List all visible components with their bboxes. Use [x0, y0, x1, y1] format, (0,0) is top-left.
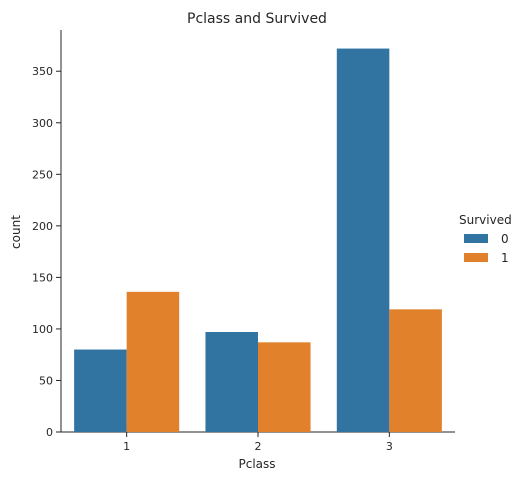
- bar-pclass-1-survived-0: [74, 349, 127, 432]
- legend-label-1: 1: [501, 251, 509, 265]
- bar-pclass-3-survived-0: [336, 48, 390, 433]
- x-axis: 1 2 3: [61, 431, 455, 453]
- x-axis-label: Pclass: [238, 457, 275, 471]
- y-tick-label: 200: [32, 220, 53, 233]
- bar-pclass-2-survived-1: [258, 342, 311, 432]
- bar-pclass-3-survived-1: [389, 309, 442, 432]
- y-tick-label: 350: [32, 65, 53, 78]
- bar-pclass-1-survived-1: [126, 291, 180, 432]
- y-tick-label: 100: [32, 323, 53, 336]
- x-tick-label: 3: [386, 440, 393, 453]
- bars: [74, 48, 442, 433]
- y-tick-label: 300: [32, 117, 53, 130]
- legend-title: Survived: [459, 213, 512, 227]
- x-tick-label: 1: [123, 440, 130, 453]
- legend-swatch-1: [464, 253, 488, 262]
- legend-swatch-0: [464, 234, 488, 243]
- legend-label-0: 0: [501, 232, 509, 246]
- x-tick-label: 2: [255, 440, 262, 453]
- y-tick-label: 150: [32, 271, 53, 284]
- bar-pclass-2-survived-0: [205, 332, 258, 432]
- y-tick-label: 50: [39, 374, 53, 387]
- y-tick-label: 0: [46, 426, 53, 439]
- legend: Survived 0 1: [459, 213, 512, 265]
- y-axis-label: count: [9, 215, 23, 249]
- y-axis: 0 50 100 150 200 250 300 350: [32, 30, 62, 439]
- y-tick-label: 250: [32, 168, 53, 181]
- chart-title: Pclass and Survived: [187, 11, 327, 27]
